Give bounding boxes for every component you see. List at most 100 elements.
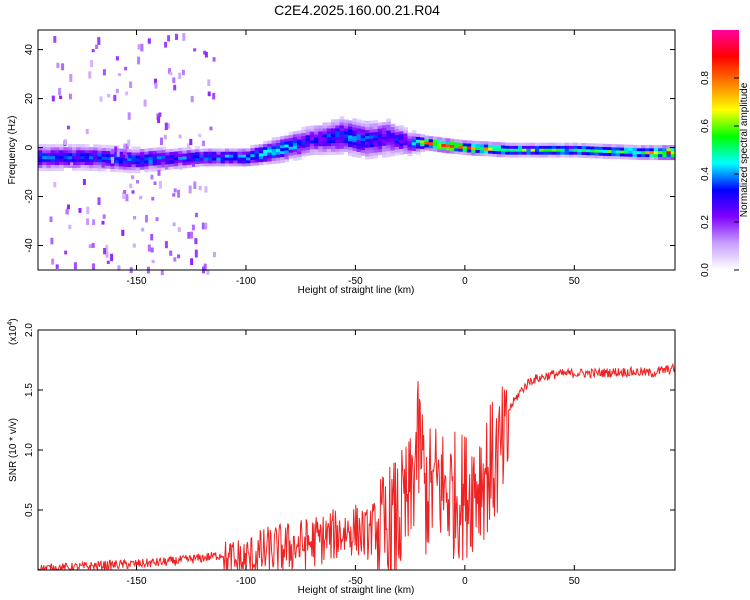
spectrogram-noise xyxy=(177,189,181,198)
spectrogram-cell xyxy=(76,164,81,168)
spectrogram-cell xyxy=(212,163,217,167)
spectrogram-noise xyxy=(169,250,173,256)
spectrogram-cell xyxy=(488,144,493,148)
spectrogram-cell xyxy=(288,143,294,147)
spectrogram-cell xyxy=(118,151,124,155)
spectrogram-cell xyxy=(258,156,264,160)
spectrogram-cell xyxy=(190,149,196,153)
spectrogram-noise xyxy=(67,204,70,210)
spectrogram-cell xyxy=(301,132,307,136)
spectrogram-x-tick-label: -100 xyxy=(236,276,256,287)
spectrogram-cell xyxy=(432,145,438,149)
spectrogram-cell xyxy=(144,148,149,152)
spectrogram-cell xyxy=(271,157,277,161)
spectrogram-y-tick-label: 0 xyxy=(24,144,35,150)
spectrogram-noise xyxy=(164,41,168,48)
spectrogram-cell xyxy=(182,162,188,166)
spectrogram-cell xyxy=(254,147,260,151)
spectrogram-cell xyxy=(386,148,391,152)
spectrogram-cell xyxy=(424,138,430,142)
spectrogram-noise xyxy=(155,217,159,222)
spectrogram-cell xyxy=(636,150,642,155)
spectrogram-cell xyxy=(38,167,43,171)
spectrogram-cell xyxy=(72,155,77,160)
spectrogram-cell xyxy=(632,144,638,149)
spectrogram-noise xyxy=(204,52,208,58)
spectrogram-noise xyxy=(136,180,139,184)
spectrogram-cell xyxy=(382,127,387,132)
spectrogram-cell xyxy=(568,145,574,149)
spectrogram-cell xyxy=(407,138,413,142)
spectrogram-cell xyxy=(356,142,362,147)
spectrogram-cell xyxy=(577,151,583,155)
spectrogram-cell xyxy=(50,144,56,148)
colorbar-tick-label: 0.0 xyxy=(700,263,711,277)
spectrogram-cell xyxy=(105,165,111,169)
spectrogram-cell xyxy=(224,160,230,164)
spectrogram-cell xyxy=(488,147,493,151)
spectrogram-cell xyxy=(271,151,277,156)
spectrogram-cell xyxy=(500,151,506,155)
spectrogram-cell xyxy=(628,153,634,157)
spectrogram-cell xyxy=(84,164,90,168)
spectrogram-cell xyxy=(471,146,476,150)
spectrogram-y-tick-label: -40 xyxy=(24,238,35,253)
spectrogram-cell xyxy=(517,142,523,146)
spectrogram-cell xyxy=(432,136,438,140)
spectrogram-cell xyxy=(462,143,468,147)
spectrogram-cell xyxy=(263,158,268,162)
spectrogram-cell xyxy=(331,122,336,126)
spectrogram-cell xyxy=(55,150,60,154)
spectrogram-cell xyxy=(432,148,438,152)
spectrogram-cell xyxy=(190,155,196,159)
spectrogram-cell xyxy=(500,142,506,146)
spectrogram-cell xyxy=(144,157,149,161)
spectrogram-cell xyxy=(280,159,285,163)
spectrogram-cell xyxy=(284,153,290,157)
spectrogram-cell xyxy=(322,140,328,144)
spectrogram-noise xyxy=(69,74,73,82)
spectrogram-cell xyxy=(127,155,132,159)
spectrogram-cell xyxy=(377,143,383,147)
spectrogram-cell xyxy=(377,134,383,138)
spectrogram-cell xyxy=(335,122,341,126)
spectrogram-noise xyxy=(140,43,144,52)
spectrogram-cell xyxy=(407,147,413,151)
spectrogram-noise xyxy=(151,196,155,201)
spectrogram-cell xyxy=(288,155,294,159)
spectrogram-cell xyxy=(492,147,498,151)
spectrogram-cell xyxy=(271,160,277,164)
spectrogram-cell xyxy=(556,142,561,146)
spectrogram-cell xyxy=(513,154,519,158)
spectrogram-cell xyxy=(619,153,625,157)
spectrogram-cell xyxy=(63,152,69,157)
spectrogram-cell xyxy=(284,144,290,148)
spectrogram-cell xyxy=(203,154,209,158)
spectrogram-cell xyxy=(63,150,69,154)
spectrogram-noise xyxy=(59,95,63,100)
spectrogram-cell xyxy=(246,163,251,167)
spectrogram-cell xyxy=(356,145,362,149)
spectrogram-cell xyxy=(301,141,307,145)
spectrogram-noise xyxy=(158,181,162,189)
spectrogram-cell xyxy=(101,153,107,157)
spectrogram-cell xyxy=(135,169,141,174)
spectrogram-cell xyxy=(335,142,341,146)
spectrogram-cell xyxy=(233,151,239,155)
spectrogram-cell xyxy=(105,150,111,155)
spectrogram-cell xyxy=(292,145,298,150)
spectrogram-cell xyxy=(182,147,188,151)
spectrogram-cell xyxy=(318,143,324,147)
spectrogram-cell xyxy=(416,145,421,149)
spectrogram-cell xyxy=(331,136,336,141)
spectrogram-noise xyxy=(58,87,62,96)
spectrogram-cell xyxy=(224,148,230,152)
spectrogram-cell xyxy=(152,156,158,160)
spectrogram-cell xyxy=(305,132,311,136)
spectrogram-noise xyxy=(137,56,141,65)
spectrogram-cell xyxy=(394,137,400,141)
spectrogram-cell xyxy=(399,139,404,144)
spectrogram-cell xyxy=(331,151,336,155)
spectrogram-cell xyxy=(348,143,353,148)
spectrogram-cell xyxy=(237,151,243,155)
